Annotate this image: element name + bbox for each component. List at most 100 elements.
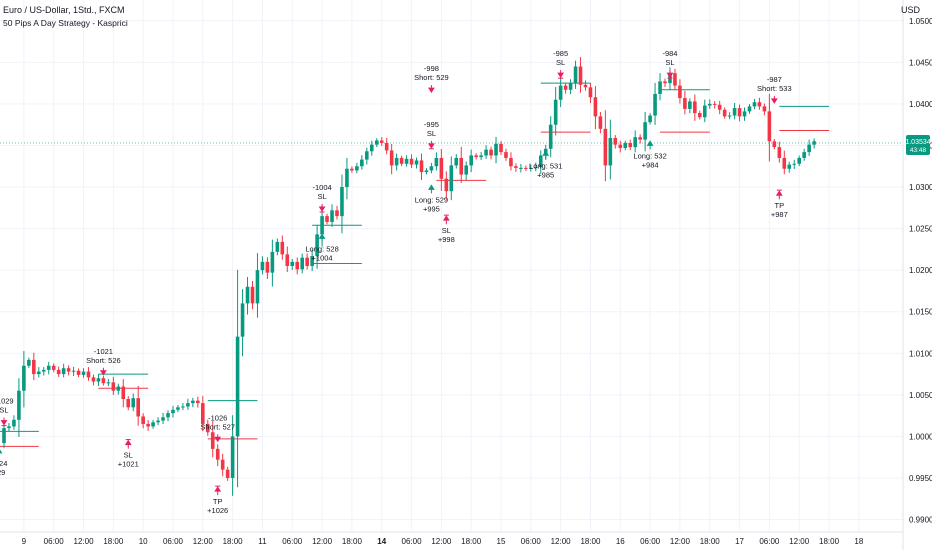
candle-body [394, 157, 399, 166]
time-tick-label: 14 [377, 537, 386, 546]
candle-body [365, 151, 369, 160]
candle-body [469, 155, 473, 166]
candle-body [643, 122, 647, 140]
signal-label: -1026 [208, 413, 227, 422]
candle-body [583, 84, 588, 88]
candle-body [295, 261, 300, 270]
grid-lines [0, 0, 903, 532]
candle-body [807, 144, 811, 153]
candle-body [538, 155, 543, 168]
signal-label: SL [665, 58, 674, 67]
price-tag-box [906, 134, 930, 155]
signal-label: Short: 527 [200, 422, 235, 431]
candle-body [384, 142, 389, 151]
signal-label: +998 [438, 235, 455, 244]
candle-body [7, 426, 11, 429]
time-tick-label: 12:00 [74, 537, 95, 546]
candle-body [683, 98, 687, 109]
candle-body [191, 400, 195, 404]
candle-body [121, 386, 126, 399]
time-tick-label: 9 [22, 537, 27, 546]
time-tick-label: 18:00 [342, 537, 363, 546]
signal-arrow-up [775, 190, 783, 200]
candle-body [136, 398, 140, 417]
candle-body [623, 142, 628, 148]
candle-body [36, 371, 41, 375]
price-tick-label: 1.01000 [909, 349, 932, 358]
time-tick-label: 06:00 [163, 537, 184, 546]
candle-body [340, 187, 344, 217]
candle-body [161, 417, 165, 421]
time-tick-label: 12:00 [312, 537, 333, 546]
symbol-title[interactable]: Euro / US-Dollar, 1Std., FXCM [3, 5, 125, 15]
candle-body [330, 210, 334, 222]
time-tick-label: 06:00 [759, 537, 780, 546]
candle-body [225, 469, 230, 478]
signal-label: +995 [423, 204, 440, 213]
candle-body [116, 386, 121, 391]
time-tick-label: 12:00 [551, 537, 572, 546]
signal-label: Long: 532 [633, 151, 666, 160]
candle-body [325, 216, 329, 222]
candle-body [524, 167, 528, 169]
signal-arrow-up [214, 486, 222, 496]
price-tick-label: 1.01500 [909, 308, 932, 317]
candle-body [419, 160, 424, 173]
signal-label: Short: 533 [757, 84, 792, 93]
candle-body [782, 157, 787, 169]
signal-label: -987 [767, 75, 782, 84]
candle-body [255, 270, 260, 304]
candle-body [459, 157, 464, 175]
time-tick-label: 17 [735, 537, 744, 546]
candle-body [613, 137, 618, 145]
strategy-name[interactable]: 50 Pips A Day Strategy - Kasprici [3, 18, 128, 28]
signal-arrow-down [770, 95, 778, 104]
candle-body [22, 365, 26, 391]
candle-body [533, 167, 538, 169]
candle-body [504, 152, 508, 158]
signal-arrow-down [428, 85, 435, 94]
candle-body [181, 406, 185, 408]
signal-label: SL [124, 451, 133, 460]
time-tick-label: 18:00 [223, 537, 244, 546]
candle-body [280, 241, 285, 255]
signal-arrow-up [646, 140, 654, 150]
time-tick-label: 18:00 [103, 537, 124, 546]
candle-body [752, 102, 757, 107]
candle-body [409, 158, 414, 165]
candle-body [702, 105, 707, 118]
candle-body [220, 459, 225, 470]
candle-body [578, 66, 583, 85]
time-tick-label: 18:00 [461, 537, 482, 546]
signal-label: Long: 531 [529, 161, 562, 170]
current-price-tag: 1.03534 43:48 [905, 134, 931, 155]
candle-body [32, 359, 36, 375]
candles [2, 57, 816, 496]
candle-body [86, 371, 91, 378]
candle-body [449, 165, 454, 192]
signal-arrow-up [124, 439, 132, 449]
candle-body [230, 436, 235, 478]
candle-body [747, 106, 752, 112]
candle-body [260, 261, 265, 271]
candle-body [558, 85, 563, 100]
candle-body [648, 115, 652, 123]
price-tick-label: 1.03000 [909, 183, 932, 192]
candle-body [464, 165, 469, 175]
candle-body [638, 137, 642, 140]
signal-label: +987 [771, 210, 788, 219]
signal-label: : 524 [0, 459, 7, 468]
signal-label: Short: 529 [414, 73, 449, 82]
candle-body [285, 254, 290, 266]
candle-body [414, 160, 419, 165]
candle-body [802, 152, 806, 158]
candle-body [350, 168, 354, 171]
candle-body [593, 97, 598, 117]
candle-body [489, 149, 493, 156]
candle-body [633, 137, 637, 148]
signal-label: -985 [553, 49, 568, 58]
candle-body [399, 157, 404, 164]
